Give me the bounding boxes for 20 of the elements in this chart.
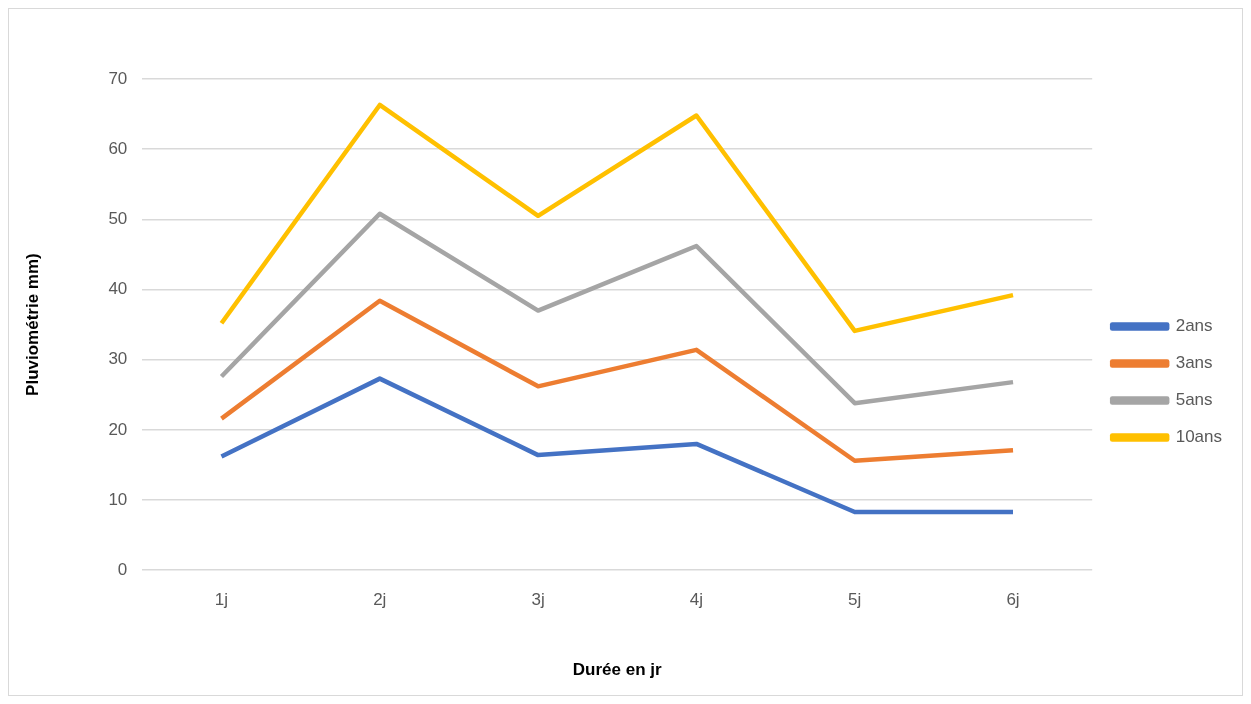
legend-label: 5ans [1175, 390, 1213, 410]
y-tick-label: 70 [108, 68, 128, 88]
y-axis-title: Pluviométrie mm) [22, 253, 42, 396]
x-tick-label: 1j [214, 590, 229, 610]
y-tick-label: 0 [117, 559, 128, 579]
x-tick-label: 3j [531, 590, 545, 610]
x-tick-label: 6j [1006, 590, 1020, 610]
y-tick-label: 40 [108, 279, 128, 299]
y-tick-label: 10 [108, 489, 128, 509]
x-tick-label: 5j [848, 590, 862, 610]
y-tick-label: 50 [108, 209, 128, 229]
legend-label: 2ans [1175, 316, 1213, 336]
legend-label: 10ans [1175, 427, 1223, 447]
y-tick-label: 20 [108, 419, 128, 439]
x-tick-label: 2j [373, 590, 387, 610]
y-tick-label: 60 [108, 138, 128, 158]
x-axis-title: Durée en jr [572, 660, 663, 680]
y-tick-label: 30 [108, 349, 128, 369]
legend-label: 3ans [1175, 353, 1213, 373]
x-tick-label: 4j [689, 590, 704, 610]
